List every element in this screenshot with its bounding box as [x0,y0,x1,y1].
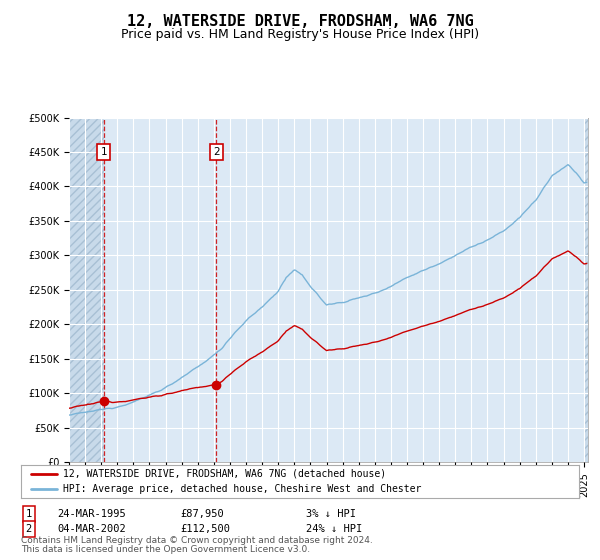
Text: Price paid vs. HM Land Registry's House Price Index (HPI): Price paid vs. HM Land Registry's House … [121,28,479,41]
Text: 12, WATERSIDE DRIVE, FRODSHAM, WA6 7NG: 12, WATERSIDE DRIVE, FRODSHAM, WA6 7NG [127,14,473,29]
Text: 04-MAR-2002: 04-MAR-2002 [57,524,126,534]
Text: 24-MAR-1995: 24-MAR-1995 [57,509,126,519]
Bar [69,118,104,462]
Text: Contains HM Land Registry data © Crown copyright and database right 2024.: Contains HM Land Registry data © Crown c… [21,536,373,545]
Text: 2: 2 [213,147,220,157]
Bar [584,118,588,462]
Text: This data is licensed under the Open Government Licence v3.0.: This data is licensed under the Open Gov… [21,545,310,554]
Text: 3% ↓ HPI: 3% ↓ HPI [306,509,356,519]
Text: 12, WATERSIDE DRIVE, FRODSHAM, WA6 7NG (detached house): 12, WATERSIDE DRIVE, FRODSHAM, WA6 7NG (… [63,469,386,479]
Bar [69,118,104,462]
Text: 1: 1 [26,509,32,519]
Text: £87,950: £87,950 [180,509,224,519]
Text: £112,500: £112,500 [180,524,230,534]
Bar [584,118,588,462]
Text: 24% ↓ HPI: 24% ↓ HPI [306,524,362,534]
Text: 2: 2 [26,524,32,534]
Text: 1: 1 [100,147,107,157]
Text: HPI: Average price, detached house, Cheshire West and Chester: HPI: Average price, detached house, Ches… [63,484,421,494]
